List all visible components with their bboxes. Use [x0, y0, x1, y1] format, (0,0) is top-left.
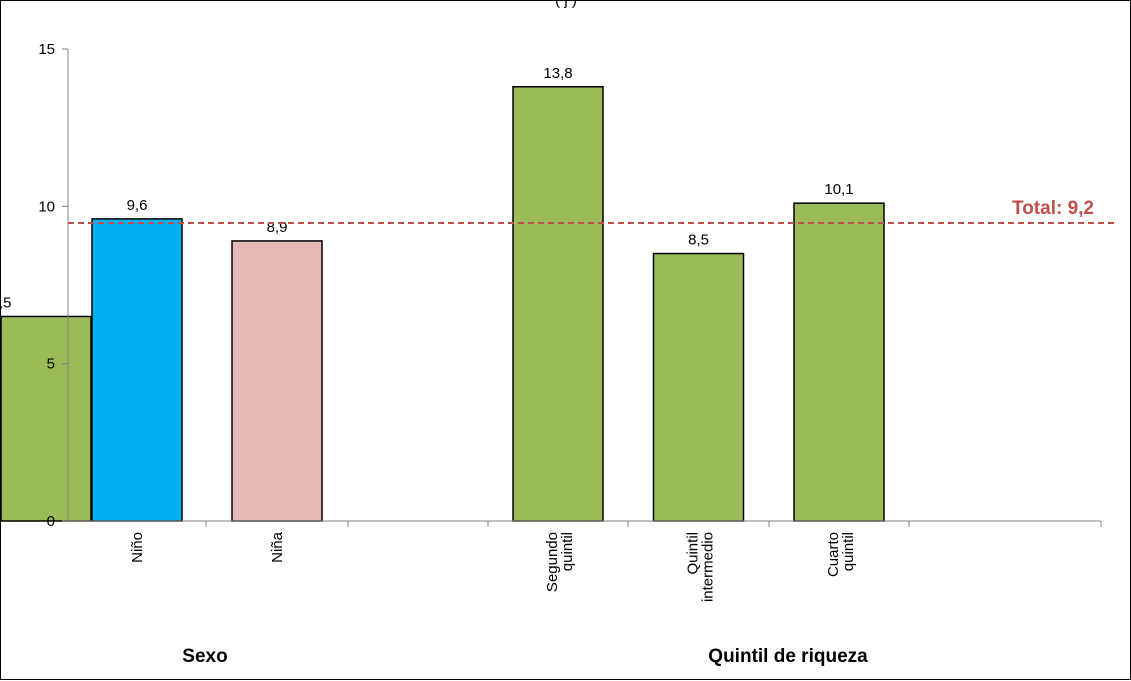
data-label-5: 10,1 — [824, 181, 853, 198]
group-label-sexo: Sexo — [182, 646, 227, 667]
y-tick-label-2: 5 — [47, 356, 55, 373]
data-label-4: 8,5 — [688, 232, 709, 249]
category-label-5: Cuartoquintil — [825, 532, 857, 577]
data-label-6: 6,5 — [1, 294, 11, 311]
data-label-1: 9,6 — [127, 197, 148, 214]
y-tick-label-1: 0 — [47, 513, 55, 530]
chart-title: ( j ) — [555, 1, 577, 9]
total-reference-label: Total: 9,2 — [1012, 198, 1094, 219]
bar-2 — [231, 240, 323, 522]
group-label-quintil: Quintil de riqueza — [708, 646, 868, 667]
category-label-2: Niña — [269, 531, 286, 563]
bar-6 — [1, 315, 92, 522]
y-tick-label-4: 15 — [38, 41, 55, 58]
bar-1 — [91, 218, 183, 522]
bar-3 — [512, 86, 604, 522]
category-label-4: Quintilintermedio — [685, 532, 717, 602]
data-label-3: 13,8 — [543, 65, 572, 82]
category-label-1: Niño — [129, 532, 146, 563]
y-tick-label-3: 10 — [38, 198, 55, 215]
bar-4 — [652, 252, 745, 522]
category-label-3: Segundoquintil — [544, 532, 576, 592]
data-label-2: 8,9 — [267, 219, 288, 236]
bar-5 — [793, 202, 885, 522]
